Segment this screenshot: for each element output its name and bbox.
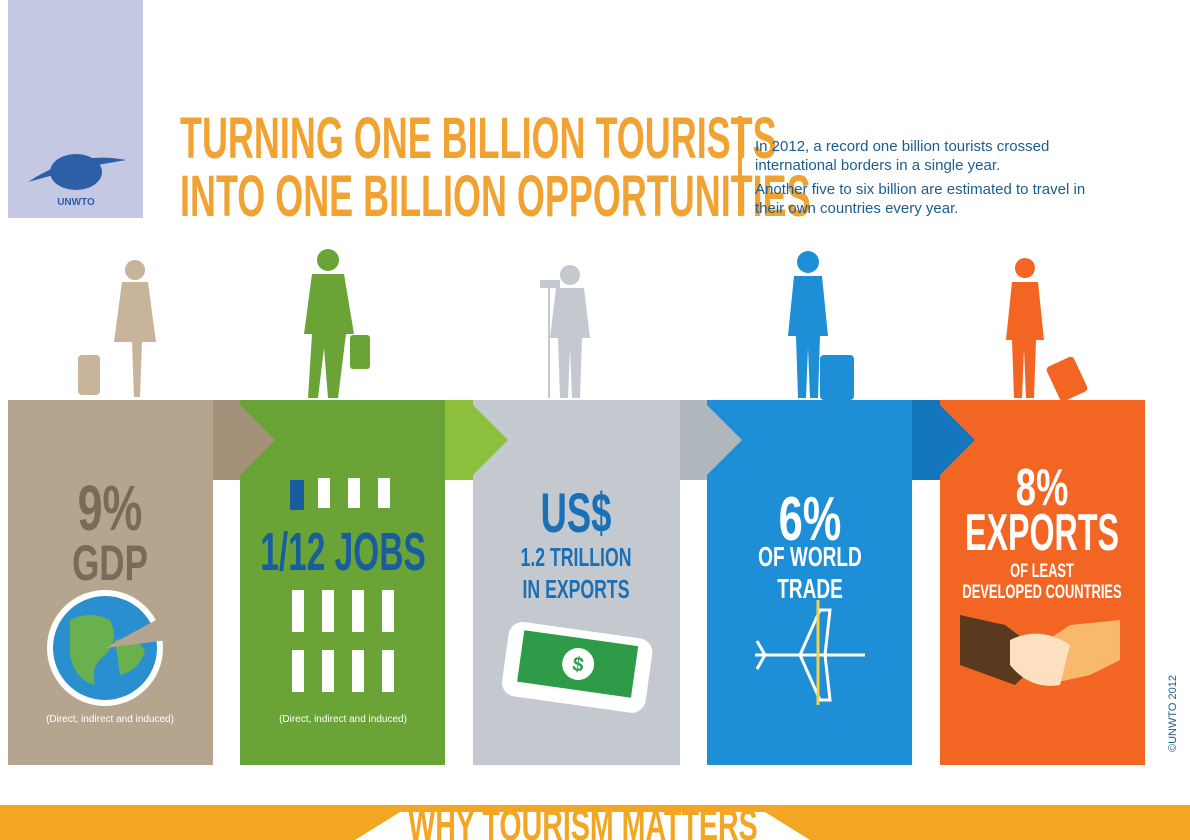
panel-text: OF LEAST — [1010, 561, 1074, 582]
panel — [940, 400, 1145, 765]
intro-line: their own countries every year. — [755, 200, 958, 217]
panel-text: GDP — [72, 536, 148, 592]
divider — [738, 116, 742, 216]
panel-text: OF WORLD — [758, 541, 862, 573]
arrow — [912, 400, 975, 480]
panel-note: (Direct, indirect and induced) — [279, 714, 407, 725]
panel-text: 6% — [779, 486, 842, 554]
title-line: TURNING ONE BILLION TOURISTS — [180, 106, 777, 171]
panel-text: 9% — [78, 472, 143, 544]
logo-swoosh — [28, 157, 126, 182]
panel-text: 1.2 TRILLION — [521, 543, 632, 572]
arrow — [445, 400, 508, 480]
intro-line: international borders in a single year. — [755, 157, 1000, 174]
panel-text: 8% — [1016, 457, 1069, 516]
arrow — [680, 400, 742, 480]
panel-text: EXPORTS — [965, 504, 1119, 562]
handshake-icon — [960, 615, 1120, 686]
money-icon: $ — [501, 621, 653, 713]
globe-land — [70, 615, 145, 685]
panel-text: US$ — [541, 482, 612, 545]
panel-text: 1/12 JOBS — [260, 521, 426, 582]
intro-line: Another five to six billion are estimate… — [755, 181, 1085, 198]
panel — [240, 400, 445, 765]
silhouettes — [78, 249, 1088, 402]
panel — [707, 400, 912, 765]
panel-text: TRADE — [777, 573, 843, 605]
arrow — [213, 400, 275, 480]
globe-slice — [105, 615, 168, 648]
panel-text: DEVELOPED COUNTRIES — [962, 582, 1121, 603]
footer-title: WHY TOURISM MATTERS — [408, 800, 757, 840]
plane-icon — [755, 600, 865, 705]
people-icons — [290, 478, 394, 692]
logo-text: UNWTO — [57, 197, 95, 208]
copyright: ©UNWTO 2012 — [1167, 675, 1179, 752]
svg-text:$: $ — [571, 653, 585, 676]
panel-text: IN EXPORTS — [522, 575, 629, 604]
intro-line: In 2012, a record one billion tourists c… — [755, 138, 1049, 155]
title-line: INTO ONE BILLION OPPORTUNITIES — [180, 164, 811, 229]
panel-note: (Direct, indirect and induced) — [46, 714, 174, 725]
footer-tab — [355, 812, 810, 840]
